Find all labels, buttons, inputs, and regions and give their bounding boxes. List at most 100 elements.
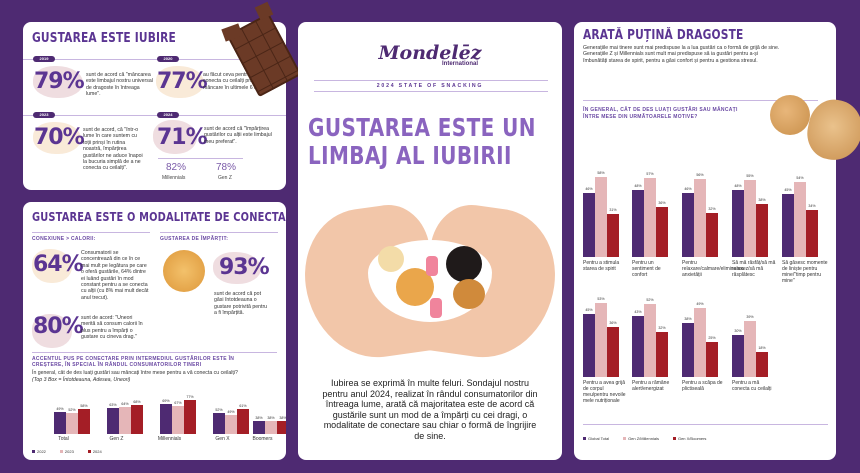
- chart-reasons-row-2: 45% 53% 36% 43% 52% 32% 38% 49% 25% 30% …: [583, 297, 833, 377]
- bar-2024: [184, 400, 196, 434]
- bar-value: 77%: [186, 395, 194, 399]
- chart-group: 46% 58% 31%: [583, 167, 619, 257]
- chart-group: 45% 54% 34%: [782, 167, 818, 257]
- logo-wordmark: Mondelēz: [378, 42, 482, 64]
- bar-genz-millennials: [744, 180, 756, 257]
- x-label: Pentru a rămâne alert/energizat: [632, 380, 670, 392]
- x-label: Millennials: [157, 436, 182, 442]
- section-title: GUSTAREA ESTE O MODALITATE DE CONECTARE: [32, 210, 286, 224]
- bar-value: 54%: [796, 176, 804, 180]
- year-badge: 2019: [33, 56, 55, 62]
- bar-value: 53%: [597, 297, 605, 301]
- bar-value: 49%: [227, 410, 235, 414]
- bar-value: 52%: [646, 298, 654, 302]
- x-label: Să găsesc momente de liniște pentru mine…: [782, 260, 828, 284]
- bar-value: 61%: [239, 404, 247, 408]
- x-label: Pentru relaxare/calmare/eliminarea anxie…: [682, 260, 744, 278]
- legend-item: Global Total: [583, 436, 609, 441]
- bar-value: 58%: [597, 171, 605, 175]
- stat-text: sunt de acord că "împărțirea gustărilor …: [204, 126, 272, 145]
- bar-2023: [119, 407, 131, 434]
- bar-value: 69%: [162, 399, 170, 403]
- subheading-impartit: GUSTAREA DE ÎMPĂRȚIT:: [160, 236, 229, 242]
- bar-genz-millennials: [644, 304, 656, 377]
- stat-text: Consumatorii se concentrează din ce în c…: [81, 250, 149, 301]
- divider: [160, 232, 278, 233]
- x-label: Total: [58, 436, 69, 442]
- bar-2024: [277, 421, 286, 434]
- chart-group: 43% 52% 32%: [632, 297, 668, 377]
- breakdown-millennials-label: Millennials: [162, 175, 186, 181]
- bar-value: 55%: [746, 174, 754, 178]
- bar-genx-boomers: [756, 204, 768, 257]
- bar-value: 38%: [255, 416, 263, 420]
- bar-global-total: [632, 190, 644, 257]
- bar-genx-boomers: [607, 327, 619, 377]
- card-center-hero: Mondelēz International 2024 STATE OF SNA…: [298, 22, 562, 460]
- bar-value: 56%: [696, 173, 704, 177]
- bar-value: 38%: [279, 416, 286, 420]
- bar-value: 68%: [133, 400, 141, 404]
- bar-global-total: [782, 194, 794, 257]
- bar-2023: [66, 413, 78, 434]
- year-badge: 2020: [157, 56, 179, 62]
- stat-blob: [32, 249, 72, 283]
- stat-text: sunt de acord că pot găsi întotdeauna o …: [214, 291, 268, 317]
- bar-2024: [78, 409, 90, 434]
- bar-2023: [265, 421, 277, 434]
- stat-blob: [32, 314, 72, 348]
- stat-text: sunt de acord, că "într-o lume în care s…: [83, 127, 143, 172]
- chart-group: 46% 56% 32%: [682, 167, 718, 257]
- subheading-conexiune: CONEXIUNE > CALORII:: [32, 236, 96, 242]
- chart-heading: ÎN GENERAL, CÂT DE DES LUAȚI GUSTĂRI SAU…: [583, 107, 738, 120]
- bar-value: 36%: [658, 201, 666, 205]
- chart-group: 45% 53% 36%: [583, 297, 619, 377]
- x-label: Boomers: [252, 436, 273, 442]
- card-modalitate-de-conectare: GUSTAREA ESTE O MODALITATE DE CONECTARE …: [23, 202, 286, 460]
- divider: [314, 91, 548, 92]
- x-label: Pentru un sentiment de confort: [632, 260, 661, 278]
- bar-genx-boomers: [706, 342, 718, 377]
- section-title: ARATĂ PUȚINĂ DRAGOSTE: [583, 28, 744, 43]
- x-label: Pentru a stimula starea de spirit: [583, 260, 620, 272]
- bar-value: 46%: [684, 187, 692, 191]
- chart-legend: Global Total Gen Z/Millennials Gen X/Boo…: [583, 436, 706, 441]
- chart-heading: ACCENTUL PUS PE CONECTARE PRIN INTERMEDI…: [32, 356, 235, 368]
- headline-line-1: GUSTAREA ESTE UN: [308, 113, 536, 142]
- chart-group: 48% 57% 36%: [632, 167, 668, 257]
- tagline: 2024 STATE OF SNACKING: [376, 83, 484, 89]
- chart-group: 48% 55% 38%: [732, 167, 768, 257]
- stat-text: sunt de acord că "mâncarea este limbajul…: [86, 72, 153, 98]
- stat-text: au făcut ceva pentru a se conecta cu cei…: [203, 72, 264, 91]
- stat-blob: [33, 122, 81, 154]
- breakdown-genz-label: Gen Z: [218, 175, 232, 181]
- x-label: Pentru a mă conecta cu ceilalți: [732, 380, 772, 392]
- stat-pct: 79%: [34, 69, 85, 94]
- bar-genx-boomers: [806, 210, 818, 257]
- bar-value: 36%: [609, 321, 617, 325]
- bar-value: 57%: [646, 172, 654, 176]
- bar-genz-millennials: [595, 177, 607, 257]
- legend-item: 2022: [32, 449, 46, 454]
- bar-global-total: [682, 193, 694, 257]
- chart-question: În general, cât de des luați gustări sau…: [32, 370, 238, 376]
- divider: [314, 80, 548, 81]
- stat-blob: [156, 66, 204, 98]
- chart-group-millennials: 69% 67% 77%: [160, 392, 197, 434]
- bar-2022: [160, 404, 172, 434]
- x-label: Gen Z: [109, 436, 124, 442]
- bar-global-total: [583, 193, 595, 257]
- divider: [23, 115, 286, 116]
- stat-blob: [213, 252, 261, 284]
- bar-2024: [237, 409, 249, 434]
- heart-hands-snacks-image: [298, 190, 562, 370]
- bar-value: 25%: [708, 336, 716, 340]
- year-badge: 2024: [157, 112, 179, 118]
- divider: [32, 232, 150, 233]
- legend-item: Gen X/Boomers: [672, 436, 706, 441]
- bar-global-total: [583, 314, 595, 377]
- bar-value: 30%: [734, 329, 742, 333]
- stat-blob: [153, 120, 197, 154]
- bar-2022: [107, 408, 119, 434]
- stat-pct: 70%: [34, 125, 85, 150]
